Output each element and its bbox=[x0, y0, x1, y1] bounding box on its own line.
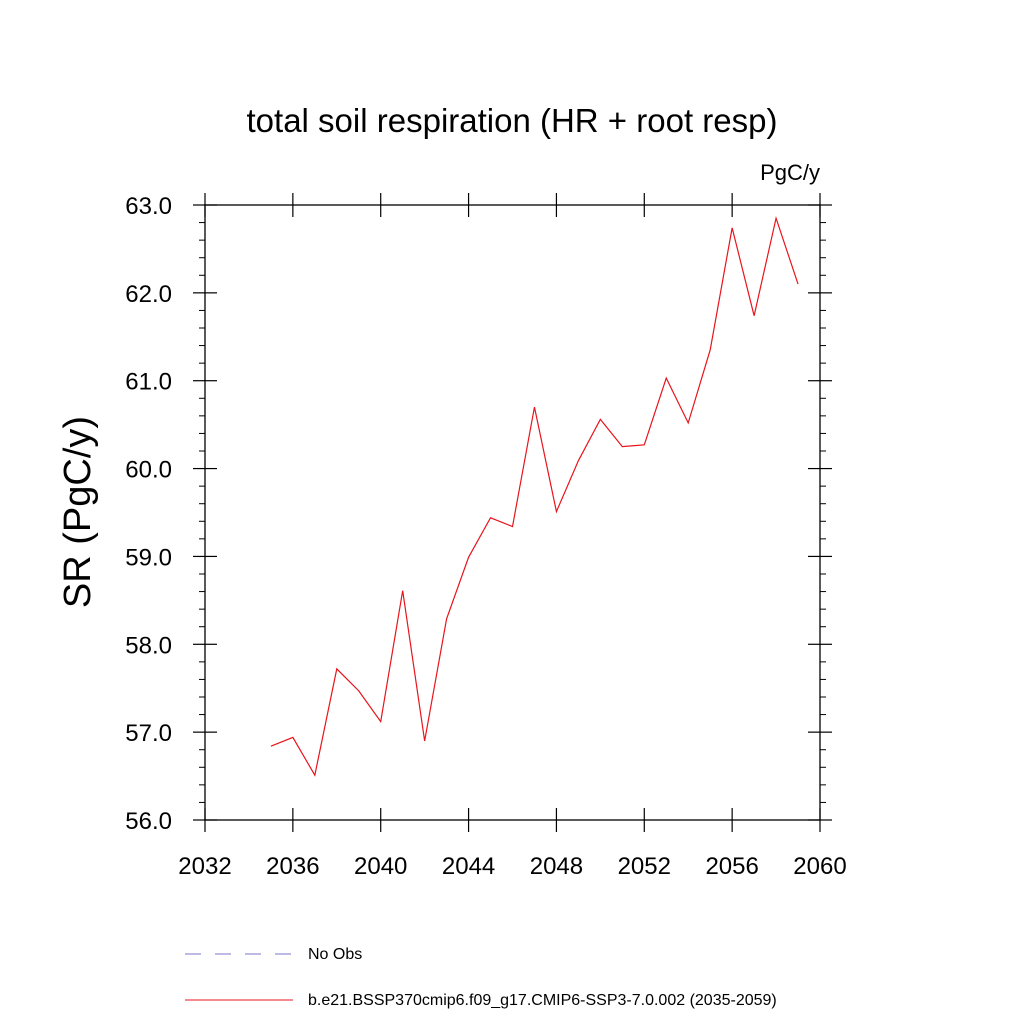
legend-label-model-run: b.e21.BSSP370cmip6.f09_g17.CMIP6-SSP3-7.… bbox=[308, 992, 777, 1009]
series-layer bbox=[270, 215, 799, 777]
x-tick-label: 2040 bbox=[354, 853, 407, 880]
plot-frame bbox=[204, 204, 821, 821]
legend: No Obs b.e21.BSSP370cmip6.f09_g17.CMIP6-… bbox=[185, 946, 777, 1009]
y-tick-label: 63.0 bbox=[125, 193, 172, 220]
y-tick-label: 62.0 bbox=[125, 281, 172, 308]
y-tick-label: 56.0 bbox=[125, 808, 172, 835]
x-tick-label: 2048 bbox=[530, 853, 583, 880]
y-tick-label: 59.0 bbox=[125, 544, 172, 571]
chart-title: total soil respiration (HR + root resp) bbox=[247, 102, 778, 139]
x-tick-label: 2052 bbox=[618, 853, 671, 880]
y-tick-label: 58.0 bbox=[125, 632, 172, 659]
y-axis-label: SR (PgC/y) bbox=[57, 416, 99, 608]
x-tick-label: 2056 bbox=[705, 853, 758, 880]
y-tick-label: 60.0 bbox=[125, 457, 172, 484]
x-tick-label: 2044 bbox=[442, 853, 495, 880]
y-tick-label: 61.0 bbox=[125, 369, 172, 396]
series-line-0 bbox=[270, 215, 799, 777]
ticks-layer bbox=[193, 193, 832, 832]
y-tick-labels: 56.0 57.0 58.0 59.0 60.0 61.0 62.0 63.0 bbox=[125, 193, 172, 835]
x-tick-label: 2060 bbox=[793, 853, 846, 880]
x-tick-labels: 2032 2036 2040 2044 2048 2052 2056 2060 bbox=[178, 853, 846, 880]
y-tick-label: 57.0 bbox=[125, 720, 172, 747]
x-tick-label: 2032 bbox=[178, 853, 231, 880]
legend-label-no-obs: No Obs bbox=[308, 946, 362, 963]
units-label: PgC/y bbox=[760, 160, 820, 185]
x-tick-label: 2036 bbox=[266, 853, 319, 880]
